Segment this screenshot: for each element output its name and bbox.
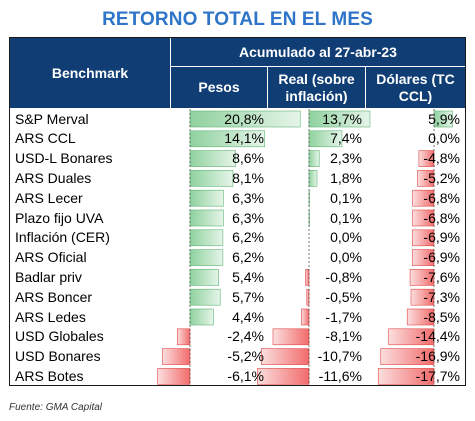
value-label: 13,7% bbox=[322, 110, 362, 127]
value-label: 0,0% bbox=[330, 229, 362, 246]
value-label: 6,3% bbox=[232, 189, 264, 206]
header-col-dolares-label: Dólares (TC CCL) bbox=[376, 70, 455, 104]
source-note: Fuente: GMA Capital bbox=[9, 402, 103, 413]
bar bbox=[388, 328, 435, 346]
row-label: ARS Duales bbox=[15, 169, 92, 186]
value-label: 6,2% bbox=[232, 249, 264, 266]
value-label: -7,3% bbox=[423, 288, 460, 305]
value-label: 8,6% bbox=[232, 150, 264, 167]
value-label: -6,8% bbox=[423, 209, 460, 226]
value-label: -7,6% bbox=[423, 268, 460, 285]
row-label: USD Globales bbox=[15, 328, 104, 345]
value-label: -6,1% bbox=[227, 367, 264, 384]
header-col-real-label: Real (sobre inflación) bbox=[278, 70, 355, 104]
value-label: 14,1% bbox=[224, 130, 264, 147]
row-label: ARS Lecer bbox=[15, 189, 83, 206]
value-label: 7,4% bbox=[330, 130, 362, 147]
row-label: Plazo fijo UVA bbox=[15, 209, 104, 226]
chart-title: RETORNO TOTAL EN EL MES bbox=[102, 9, 373, 30]
value-label: -0,8% bbox=[325, 268, 362, 285]
row-label: ARS Boncer bbox=[15, 288, 93, 305]
value-label: -10,7% bbox=[317, 348, 362, 365]
row-label: USD Bonares bbox=[15, 348, 101, 365]
value-label: -11,6% bbox=[318, 367, 362, 384]
bar bbox=[157, 368, 191, 385]
header-accumulated-label: Acumulado al 27-abr-23 bbox=[239, 43, 397, 60]
value-label: -4,8% bbox=[423, 150, 460, 167]
value-label: 0,0% bbox=[330, 249, 362, 266]
row-label: Badlar priv bbox=[15, 268, 82, 285]
value-label: -17,7% bbox=[415, 367, 460, 384]
value-label: 5,9% bbox=[428, 110, 460, 127]
row-label: USD-L Bonares bbox=[15, 150, 113, 167]
header-benchmark-label: Benchmark bbox=[51, 64, 129, 81]
value-label: 20,8% bbox=[224, 110, 264, 127]
bar bbox=[176, 328, 191, 346]
value-label: -1,7% bbox=[325, 308, 362, 325]
bar bbox=[162, 348, 191, 365]
value-label: -5,2% bbox=[227, 348, 264, 365]
value-label: -6,8% bbox=[423, 189, 460, 206]
value-label: -8,5% bbox=[423, 308, 460, 325]
bar bbox=[272, 328, 310, 346]
value-label: 5,7% bbox=[232, 288, 264, 305]
value-label: 0,0% bbox=[428, 130, 460, 147]
bar bbox=[380, 348, 435, 365]
value-label: 4,4% bbox=[232, 308, 264, 325]
value-label: -0,5% bbox=[325, 288, 362, 305]
value-label: 1,8% bbox=[330, 169, 362, 186]
header-col-dolares: Dólares (TC CCL) bbox=[366, 67, 465, 108]
row-label: Inflación (CER) bbox=[15, 229, 110, 246]
value-label: 2,3% bbox=[330, 150, 362, 167]
row-label: S&P Merval bbox=[15, 110, 89, 127]
value-label: -16,9% bbox=[415, 348, 460, 365]
value-label: -2,4% bbox=[227, 328, 264, 345]
header-col-pesos-label: Pesos bbox=[198, 79, 240, 95]
row-label: ARS Ledes bbox=[15, 308, 86, 325]
value-label: -5,2% bbox=[423, 169, 460, 186]
bar bbox=[257, 368, 310, 385]
value-label: 0,1% bbox=[330, 209, 362, 226]
value-label: -6,9% bbox=[423, 229, 460, 246]
value-label: 8,1% bbox=[232, 169, 264, 186]
header-benchmark: Benchmark bbox=[10, 38, 170, 108]
row-label: ARS Oficial bbox=[15, 249, 87, 266]
bar bbox=[377, 368, 435, 385]
value-label: 0,1% bbox=[330, 189, 362, 206]
value-label: -6,9% bbox=[423, 249, 460, 266]
value-label: 5,4% bbox=[232, 268, 264, 285]
value-label: 6,2% bbox=[232, 229, 264, 246]
bar bbox=[261, 348, 310, 365]
row-label: ARS Botes bbox=[15, 367, 84, 384]
header-col-real: Real (sobre inflación) bbox=[268, 67, 365, 108]
header-accumulated: Acumulado al 27-abr-23 bbox=[171, 38, 465, 66]
value-label: -14,4% bbox=[415, 328, 460, 345]
row-label: ARS CCL bbox=[15, 130, 76, 147]
value-label: -8,1% bbox=[325, 328, 362, 345]
header-col-pesos: Pesos bbox=[171, 67, 267, 108]
value-label: 6,3% bbox=[232, 209, 264, 226]
